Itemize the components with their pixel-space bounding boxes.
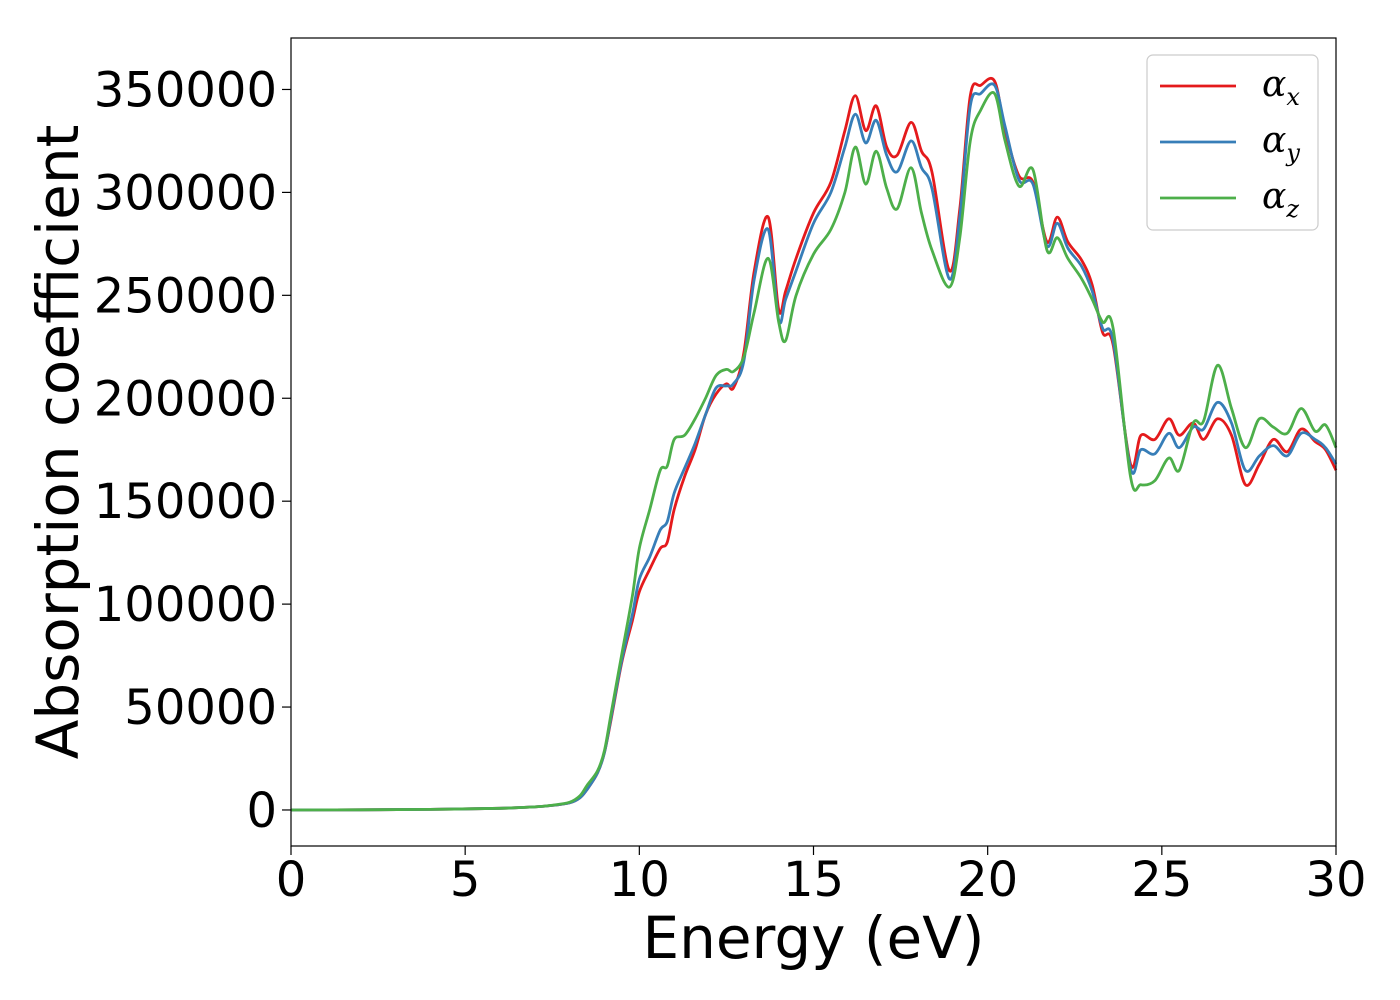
x-axis: 0 5 10 15 20 25 30 <box>276 846 1367 908</box>
legend-symbol: α <box>1262 120 1286 161</box>
x-tick-label: 10 <box>609 852 670 908</box>
x-tick-label: 20 <box>957 852 1018 908</box>
legend-label-x: αx <box>1262 64 1300 111</box>
legend-subscript: x <box>1286 83 1300 111</box>
y-tick-label: 50000 <box>124 680 277 736</box>
x-axis-label: Energy (eV) <box>642 904 984 972</box>
x-tick-label: 30 <box>1305 852 1366 908</box>
legend-symbol: α <box>1262 176 1286 217</box>
legend-label-z: αz <box>1262 176 1299 223</box>
legend-label-y: αy <box>1262 120 1300 167</box>
y-tick-label: 0 <box>246 783 277 839</box>
y-tick-label: 100000 <box>94 577 277 633</box>
y-tick-label: 250000 <box>94 268 277 324</box>
x-tick-label: 25 <box>1131 852 1192 908</box>
y-tick-label: 200000 <box>94 371 277 427</box>
series-line-z <box>290 91 1338 812</box>
y-axis: 0 50000 100000 150000 200000 250000 300000 3500… <box>94 62 291 839</box>
x-tick-label: 5 <box>450 852 481 908</box>
y-tick-label: 300000 <box>94 165 277 221</box>
y-tick-label: 150000 <box>94 474 277 530</box>
series-layer <box>290 76 1338 812</box>
y-tick-label: 350000 <box>94 62 277 118</box>
legend-subscript: y <box>1285 139 1300 167</box>
x-tick-label: 15 <box>783 852 844 908</box>
legend-subscript: z <box>1285 195 1299 223</box>
y-axis-label: Absorption coefficient <box>24 125 92 760</box>
legend-symbol: α <box>1262 64 1286 105</box>
x-tick-label: 0 <box>276 852 307 908</box>
